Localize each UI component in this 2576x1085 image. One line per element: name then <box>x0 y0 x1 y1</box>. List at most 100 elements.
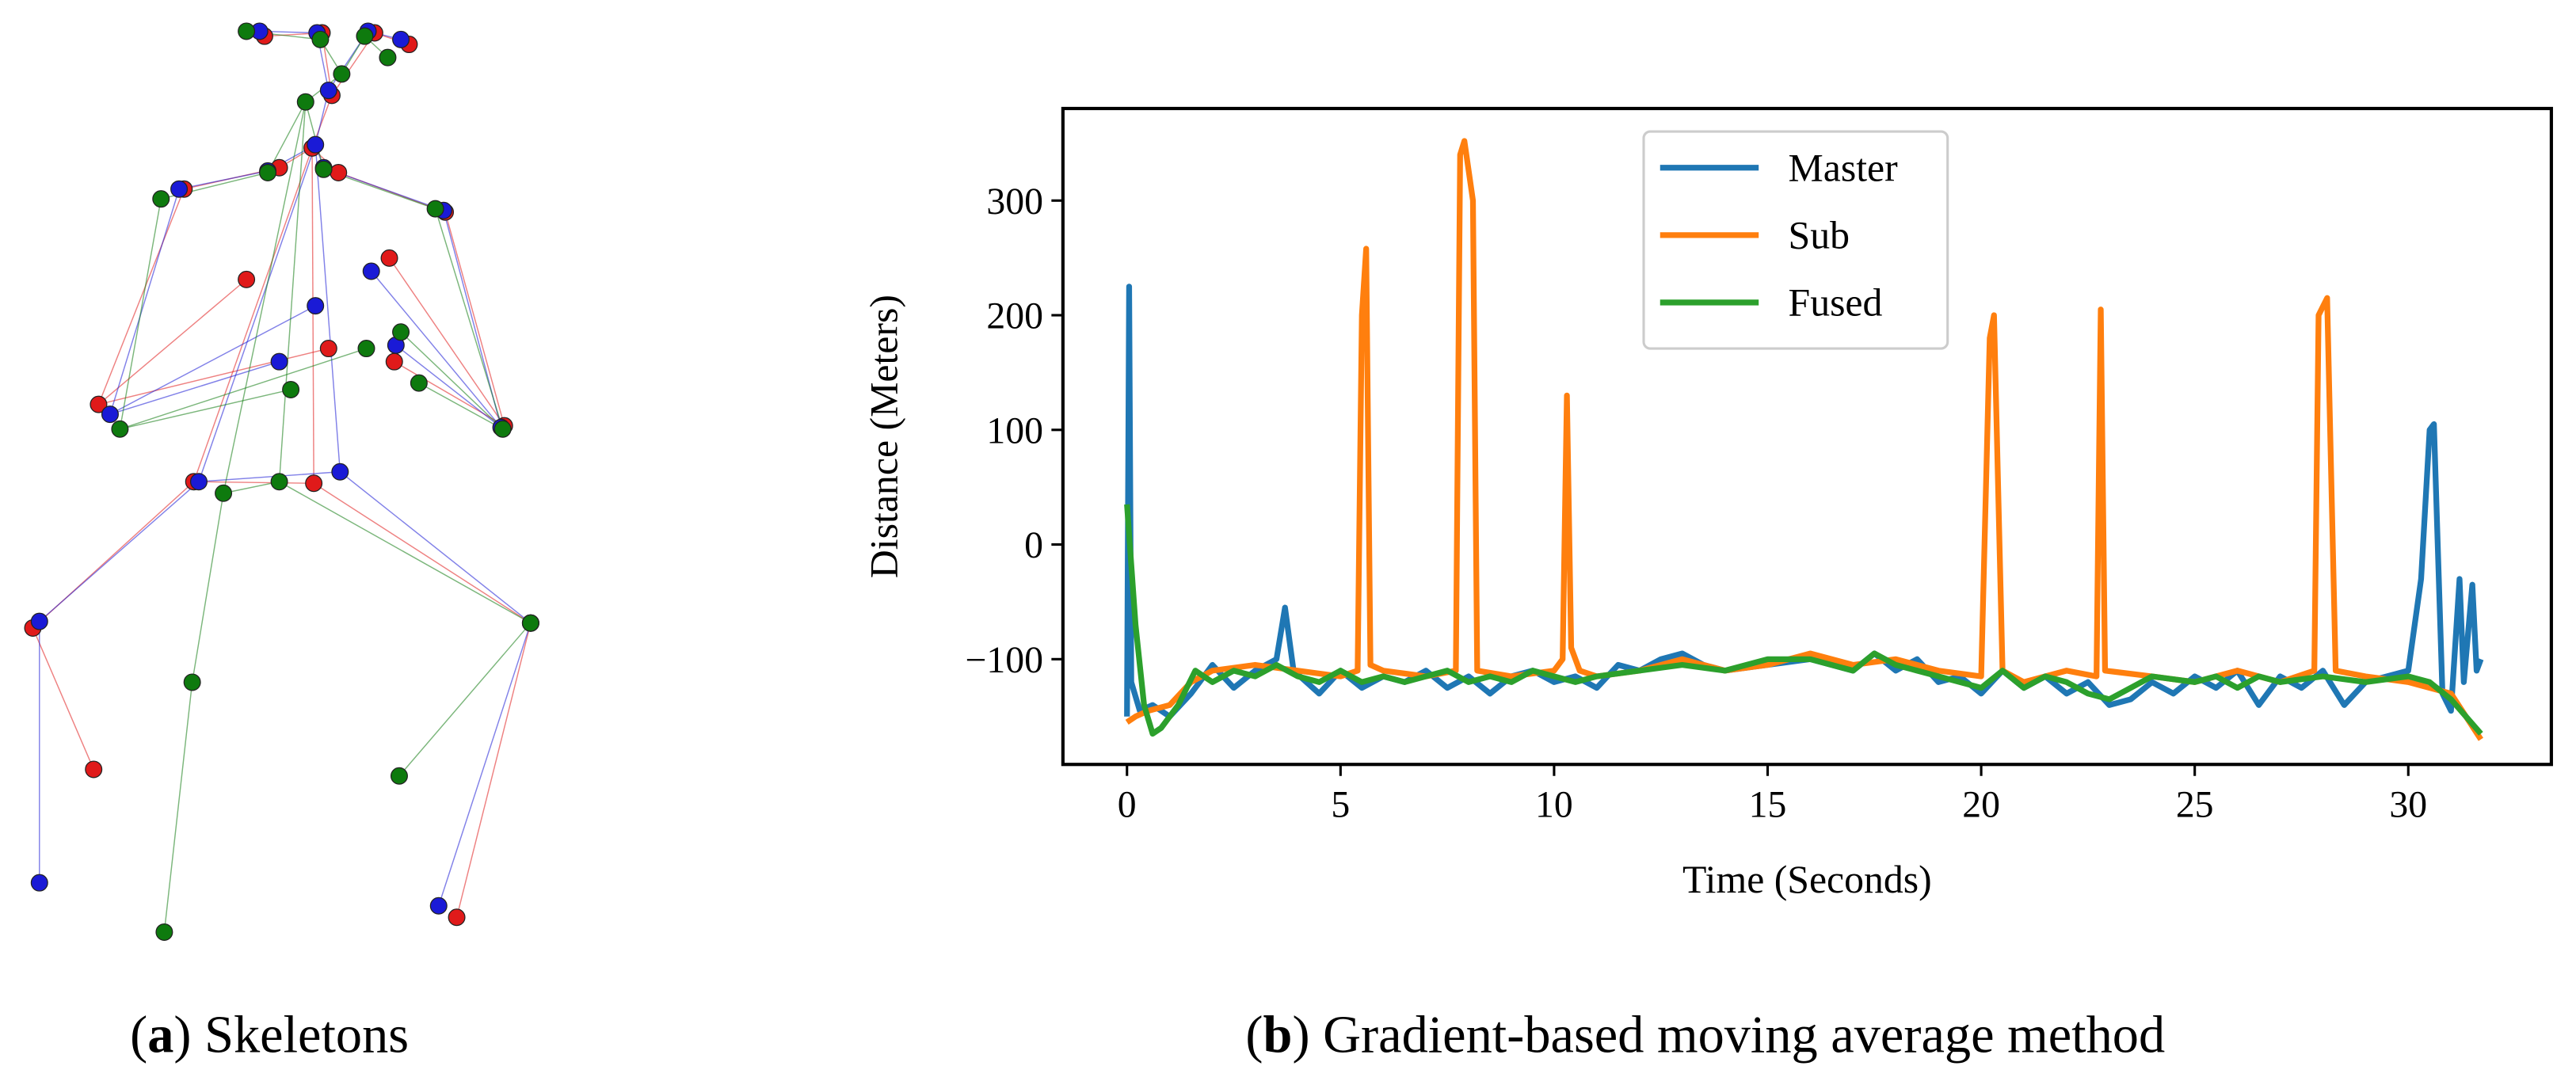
joint <box>314 160 333 178</box>
bone <box>311 147 314 484</box>
joint <box>333 65 351 83</box>
x-tick-label: 0 <box>1118 784 1137 826</box>
joint <box>356 27 374 45</box>
joint <box>270 473 288 491</box>
joint <box>152 190 170 208</box>
bone <box>198 471 341 482</box>
joint <box>521 614 539 632</box>
bone <box>371 271 502 428</box>
caption-text: ) Skeletons <box>173 1006 409 1064</box>
joint <box>319 82 337 100</box>
caption-label: b <box>1263 1006 1293 1064</box>
y-tick-label: 100 <box>986 409 1043 451</box>
joint <box>155 923 173 941</box>
joint <box>307 135 325 154</box>
bone <box>398 622 532 777</box>
joint <box>379 48 397 67</box>
joint <box>282 380 300 398</box>
joint <box>170 180 189 198</box>
bone <box>305 101 325 169</box>
joint <box>183 673 201 691</box>
bone <box>278 101 307 482</box>
joint <box>319 340 337 358</box>
joint <box>390 767 408 785</box>
legend-box <box>1642 130 1949 350</box>
joint <box>90 395 108 413</box>
joint <box>362 262 380 280</box>
bone <box>97 279 247 405</box>
x-tick-label: 30 <box>2389 784 2427 826</box>
bone <box>444 211 505 426</box>
x-tick-label: 15 <box>1749 784 1787 826</box>
bone <box>438 622 532 906</box>
bone <box>109 360 280 415</box>
bone <box>314 144 341 472</box>
legend-label: Master <box>1789 146 1899 189</box>
joint <box>296 93 314 111</box>
joint <box>259 163 277 181</box>
y-axis-label: Distance (Meters) <box>862 295 905 578</box>
caption-open: ( <box>130 1006 147 1064</box>
y-tick-label: −100 <box>966 639 1043 681</box>
joint <box>307 297 325 315</box>
joint <box>101 405 119 424</box>
joint <box>385 352 403 371</box>
bone <box>193 147 313 482</box>
joint <box>392 323 410 341</box>
joint <box>380 249 398 267</box>
bone <box>395 345 502 428</box>
bone <box>97 188 185 405</box>
bone <box>400 331 504 430</box>
bone <box>339 471 532 624</box>
x-tick-label: 25 <box>2176 784 2214 826</box>
caption-label: a <box>147 1006 173 1064</box>
plot-frame <box>1061 106 2553 767</box>
series-line <box>1124 504 2483 737</box>
bone <box>434 208 504 429</box>
x-tick-label: 5 <box>1331 784 1350 826</box>
bone <box>455 622 532 918</box>
joint <box>189 473 208 491</box>
x-tick-label: 20 <box>1962 784 2000 826</box>
joint <box>111 420 129 438</box>
joint <box>85 760 103 779</box>
bone <box>109 188 180 415</box>
bone <box>32 627 94 770</box>
bone <box>193 481 314 484</box>
joint <box>448 908 466 927</box>
bone <box>418 383 503 430</box>
bone <box>163 682 193 933</box>
bone <box>119 199 162 429</box>
caption-text: ) Gradient-based moving average method <box>1292 1006 2165 1064</box>
bone <box>178 170 269 190</box>
y-tick-label: 0 <box>1024 524 1043 566</box>
bone <box>39 481 200 622</box>
joint <box>426 200 444 218</box>
joint <box>429 897 448 915</box>
series-line <box>1124 284 2484 720</box>
joint <box>30 874 48 892</box>
joint <box>410 374 428 392</box>
caption-b: (b) Gradient-based moving average method <box>1245 1006 2165 1064</box>
bone <box>120 389 292 430</box>
bone <box>109 305 316 415</box>
joint <box>238 270 256 288</box>
joint <box>357 340 375 358</box>
bone <box>120 348 367 430</box>
x-axis-label: Time (Seconds) <box>1682 858 1932 901</box>
x-tick-label: 10 <box>1535 784 1573 826</box>
y-tick-label: 200 <box>986 295 1043 337</box>
bone <box>198 144 316 482</box>
bone <box>388 257 505 427</box>
legend-label: Sub <box>1789 213 1850 257</box>
joint <box>392 30 410 48</box>
joint <box>305 474 323 493</box>
bone <box>191 493 224 683</box>
joint <box>215 484 233 502</box>
joint <box>331 463 349 481</box>
joint <box>330 163 348 181</box>
bone <box>394 361 505 427</box>
caption-open: ( <box>1245 1006 1263 1064</box>
